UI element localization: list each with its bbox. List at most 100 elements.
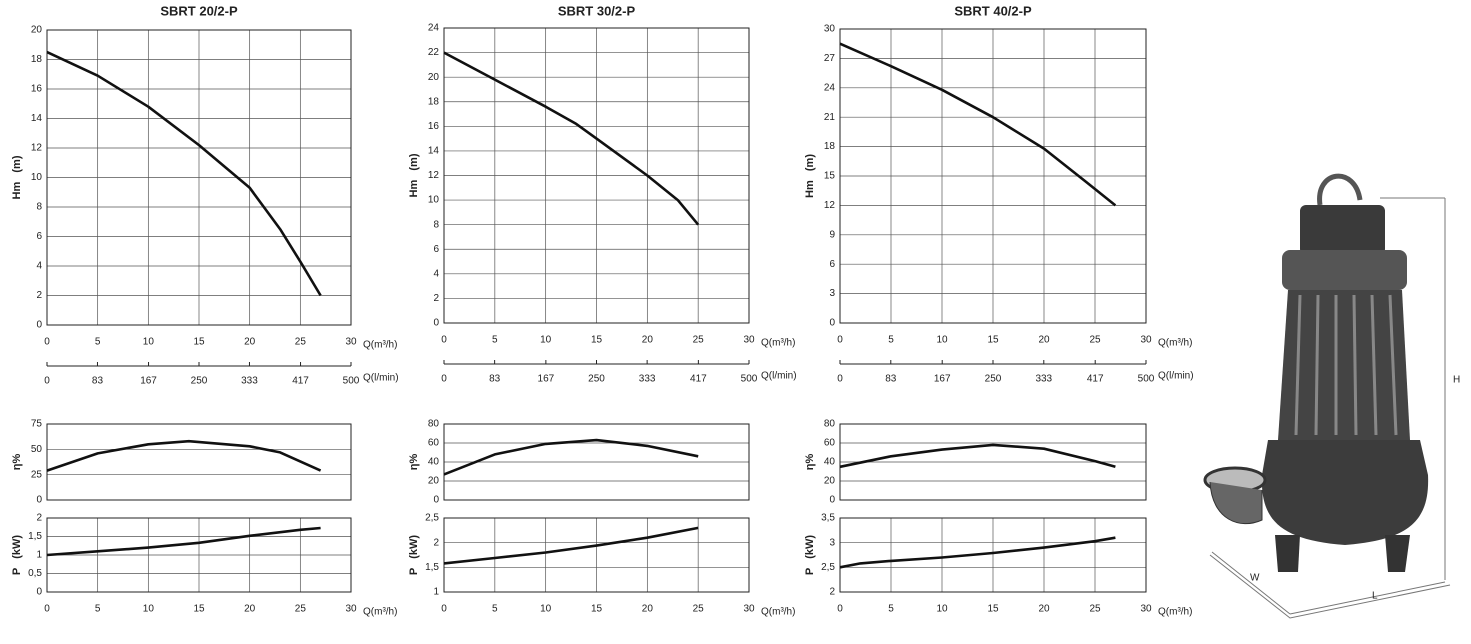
y-axis-label: η% xyxy=(804,454,816,471)
y-tick-label: 14 xyxy=(31,113,43,124)
y-tick-label: 1 xyxy=(36,550,42,561)
x-tick-label: 20 xyxy=(244,604,256,615)
y-tick-label: 24 xyxy=(428,23,440,34)
y-tick-label: 20 xyxy=(31,25,43,36)
x-tick-label: 20 xyxy=(244,337,256,348)
y-tick-label: 8 xyxy=(433,219,439,230)
x2-axis-label: Q(l/min) xyxy=(761,371,797,382)
y-tick-label: 21 xyxy=(824,112,836,123)
x-tick-label: 25 xyxy=(693,604,705,615)
y-tick-label: 80 xyxy=(824,419,836,430)
y-tick-label: 1,5 xyxy=(425,562,439,573)
x-axis-label: Q(m³/h) xyxy=(363,607,397,618)
y-tick-label: 18 xyxy=(31,54,43,65)
x2-tick-label: 167 xyxy=(538,374,555,385)
y-tick-label: 60 xyxy=(428,438,440,449)
y-tick-label: 3 xyxy=(829,537,835,548)
x2-tick-label: 500 xyxy=(343,376,360,387)
curve xyxy=(443,526,699,565)
x2-tick-label: 0 xyxy=(837,374,843,385)
x2-tick-label: 417 xyxy=(1087,374,1104,385)
x-tick-label: 0 xyxy=(44,604,50,615)
x-axis-label: Q(m³/h) xyxy=(761,338,795,349)
x-tick-label: 20 xyxy=(642,604,654,615)
y-axis-label: Hm (m) xyxy=(11,155,23,199)
y-tick-label: 3 xyxy=(829,288,835,299)
x-tick-label: 30 xyxy=(743,604,755,615)
y-tick-label: 2 xyxy=(829,587,835,598)
plot-frame xyxy=(443,423,750,501)
x2-tick-label: 0 xyxy=(441,374,447,385)
x2-tick-label: 250 xyxy=(588,374,605,385)
y-tick-label: 0 xyxy=(829,318,835,329)
y-tick-label: 20 xyxy=(428,476,440,487)
y-tick-label: 10 xyxy=(31,172,43,183)
y-tick-label: 60 xyxy=(824,438,836,449)
y-tick-label: 80 xyxy=(428,419,440,430)
x-tick-label: 10 xyxy=(143,337,155,348)
y-tick-label: 0 xyxy=(36,320,42,331)
x-tick-label: 0 xyxy=(837,604,843,615)
y-tick-label: 2 xyxy=(36,513,42,524)
y-tick-label: 6 xyxy=(829,259,835,270)
dimension-label: H xyxy=(1453,375,1460,386)
y-tick-label: 9 xyxy=(829,229,835,240)
chart-title: SBRT 20/2-P xyxy=(160,3,238,18)
x-tick-label: 30 xyxy=(1140,604,1152,615)
x2-tick-label: 333 xyxy=(1035,374,1052,385)
x-tick-label: 15 xyxy=(591,335,603,346)
x2-tick-label: 83 xyxy=(92,376,104,387)
y-axis-label: Hm (m) xyxy=(408,153,420,197)
y-axis-label: P (kW) xyxy=(11,535,23,575)
x-tick-label: 15 xyxy=(987,335,999,346)
x-tick-label: 0 xyxy=(44,337,50,348)
y-tick-label: 2,5 xyxy=(821,562,835,573)
y-tick-label: 0 xyxy=(433,318,439,329)
y-tick-label: 50 xyxy=(31,444,43,455)
curve xyxy=(839,42,1117,207)
x2-tick-label: 83 xyxy=(885,374,897,385)
x2-tick-label: 500 xyxy=(1138,374,1155,385)
y-tick-label: 16 xyxy=(428,121,440,132)
y-axis-label: η% xyxy=(408,454,420,471)
x-tick-label: 5 xyxy=(888,335,894,346)
x-tick-label: 10 xyxy=(540,335,552,346)
y-tick-label: 6 xyxy=(433,244,439,255)
y-tick-label: 40 xyxy=(824,457,836,468)
y-tick-label: 6 xyxy=(36,231,42,242)
y-tick-label: 4 xyxy=(36,261,42,272)
plot-frame xyxy=(443,27,750,324)
x-tick-label: 10 xyxy=(540,604,552,615)
x-axis-label: Q(m³/h) xyxy=(363,340,397,351)
y-tick-label: 24 xyxy=(824,82,836,93)
y-tick-label: 27 xyxy=(824,53,836,64)
plot-frame xyxy=(839,517,1147,593)
y-axis-label: P (kW) xyxy=(408,535,420,575)
y-tick-label: 12 xyxy=(31,143,43,154)
curve xyxy=(46,439,322,472)
x-tick-label: 0 xyxy=(441,335,447,346)
x-axis-label: Q(m³/h) xyxy=(761,607,795,618)
x-tick-label: 20 xyxy=(1038,604,1050,615)
x-tick-label: 30 xyxy=(345,604,357,615)
x2-tick-label: 417 xyxy=(292,376,309,387)
x-tick-label: 30 xyxy=(345,337,357,348)
plot-frame xyxy=(839,423,1147,501)
y-tick-label: 18 xyxy=(824,141,836,152)
y-tick-label: 0 xyxy=(433,495,439,506)
x2-tick-label: 417 xyxy=(690,374,707,385)
x-tick-label: 30 xyxy=(1140,335,1152,346)
y-tick-label: 8 xyxy=(36,202,42,213)
curve xyxy=(443,438,699,476)
curve xyxy=(46,50,322,297)
x2-tick-label: 250 xyxy=(191,376,208,387)
y-tick-label: 0 xyxy=(36,587,42,598)
x2-axis-label: Q(l/min) xyxy=(1158,371,1194,382)
y-tick-label: 4 xyxy=(433,268,439,279)
x-tick-label: 10 xyxy=(143,604,155,615)
x-tick-label: 10 xyxy=(936,335,948,346)
y-tick-label: 10 xyxy=(428,195,440,206)
y-axis-label: P (kW) xyxy=(804,535,816,575)
